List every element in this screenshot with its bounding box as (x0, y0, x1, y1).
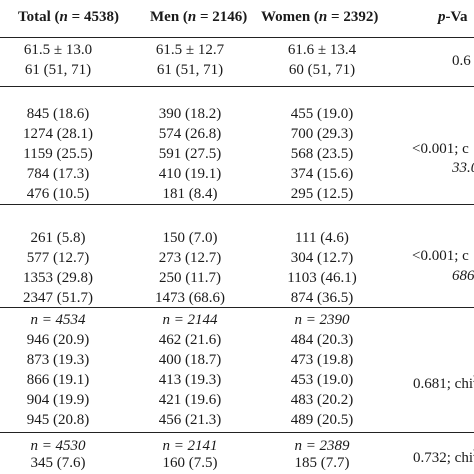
table-cell: 345 (7.6) (30, 455, 86, 471)
table-cell: 61.6 ± 13.4 (287, 42, 357, 58)
header-total-n: n (59, 9, 68, 25)
table-cell: 2347 (51.7) (23, 290, 93, 306)
table-cell: 873 (19.3) (26, 352, 90, 368)
table-cell: 61 (51, 71) (156, 62, 224, 78)
n-count-cell: n = 4534 (30, 312, 86, 328)
header-total-b: = 4538) (67, 9, 119, 25)
table-cell: 111 (4.6) (295, 230, 349, 246)
header-pvalue: p-Va (438, 9, 467, 26)
table-cell: 453 (19.0) (290, 372, 354, 388)
table-cell: 400 (18.7) (158, 352, 222, 368)
table-cell: 390 (18.2) (158, 106, 222, 122)
p-value-cell-cont: 33.0 (452, 160, 474, 176)
table-cell: 261 (5.8) (30, 230, 86, 246)
table-cell: 60 (51, 71) (288, 62, 356, 78)
rule-header (0, 37, 474, 38)
table-cell: 61.5 ± 13.0 (23, 42, 93, 58)
table-cell: 273 (12.7) (158, 250, 222, 266)
n-count-cell: n = 4530 (30, 438, 86, 454)
table-cell: 946 (20.9) (26, 332, 90, 348)
header-women-n: n (318, 9, 328, 25)
header-women-b: = 2392) (327, 9, 379, 25)
rule-section-2 (0, 204, 474, 205)
table-cell: 374 (15.6) (290, 166, 354, 182)
table-cell: 904 (19.9) (26, 392, 90, 408)
table-cell: 150 (7.0) (162, 230, 218, 246)
table-cell: 484 (20.3) (290, 332, 354, 348)
table-cell: 410 (19.1) (158, 166, 222, 182)
table-cell: 945 (20.8) (26, 412, 90, 428)
header-men-n: n (187, 9, 197, 25)
table-cell: 845 (18.6) (26, 106, 90, 122)
p-value-cell: 0.732; chi2 (413, 445, 474, 467)
table-cell: 413 (19.3) (158, 372, 222, 388)
rule-section-3 (0, 307, 474, 308)
header-women-a: Women ( (261, 9, 319, 25)
table-cell: 473 (19.8) (290, 352, 354, 368)
p-value-cell: 0.6 (452, 53, 471, 69)
table-cell: 181 (8.4) (162, 186, 218, 202)
header-total: Total (n = 4538) (18, 9, 119, 26)
table-cell: 476 (10.5) (26, 186, 90, 202)
table-cell: 574 (26.8) (158, 126, 222, 142)
table-cell: 1159 (25.5) (23, 146, 93, 162)
table-cell: 1473 (68.6) (155, 290, 225, 306)
p-value-cell-cont: 686. (452, 268, 474, 284)
table-cell: 489 (20.5) (290, 412, 354, 428)
rule-section-1 (0, 86, 474, 87)
table-cell: 456 (21.3) (158, 412, 222, 428)
table-cell: 483 (20.2) (290, 392, 354, 408)
p-value-text: 0.681; chi (413, 376, 473, 392)
n-count-cell: n = 2390 (294, 312, 350, 328)
p-value-cell: 0.681; chi2 (413, 371, 474, 393)
table-cell: 568 (23.5) (290, 146, 354, 162)
header-total-a: Total ( (18, 9, 60, 25)
header-men-a: Men ( (150, 9, 188, 25)
p-value-cell: <0.001; c (412, 248, 469, 264)
n-count-cell: n = 2389 (294, 438, 350, 454)
header-pvalue-rest: -Va (445, 9, 468, 25)
table-cell: 185 (7.7) (294, 455, 350, 471)
table-cell: 421 (19.6) (158, 392, 222, 408)
n-count-cell: n = 2144 (162, 312, 218, 328)
header-men-b: = 2146) (196, 9, 248, 25)
table-cell: 784 (17.3) (26, 166, 90, 182)
table-cell: 304 (12.7) (290, 250, 354, 266)
table-cell: 295 (12.5) (290, 186, 354, 202)
p-value-text: 0.732; chi (413, 450, 473, 466)
table-cell: 874 (36.5) (290, 290, 354, 306)
p-value-cell: <0.001; c (412, 141, 469, 157)
table-cell: 160 (7.5) (162, 455, 218, 471)
table-cell: 462 (21.6) (158, 332, 222, 348)
table-cell: 1353 (29.8) (23, 270, 93, 286)
table-cell: 591 (27.5) (158, 146, 222, 162)
table-cell: 61.5 ± 12.7 (155, 42, 225, 58)
header-men: Men (n = 2146) (150, 9, 247, 26)
table-cell: 61 (51, 71) (24, 62, 92, 78)
table-cell: 455 (19.0) (290, 106, 354, 122)
table-cell: 1274 (28.1) (23, 126, 93, 142)
table-cell: 577 (12.7) (26, 250, 90, 266)
table-cell: 1103 (46.1) (287, 270, 357, 286)
table-cell: 700 (29.3) (290, 126, 354, 142)
header-women: Women (n = 2392) (261, 9, 378, 26)
header-pvalue-p: p (438, 9, 446, 25)
table-cell: 250 (11.7) (159, 270, 221, 286)
n-count-cell: n = 2141 (162, 438, 218, 454)
rule-section-4 (0, 432, 474, 433)
table-cell: 866 (19.1) (26, 372, 90, 388)
